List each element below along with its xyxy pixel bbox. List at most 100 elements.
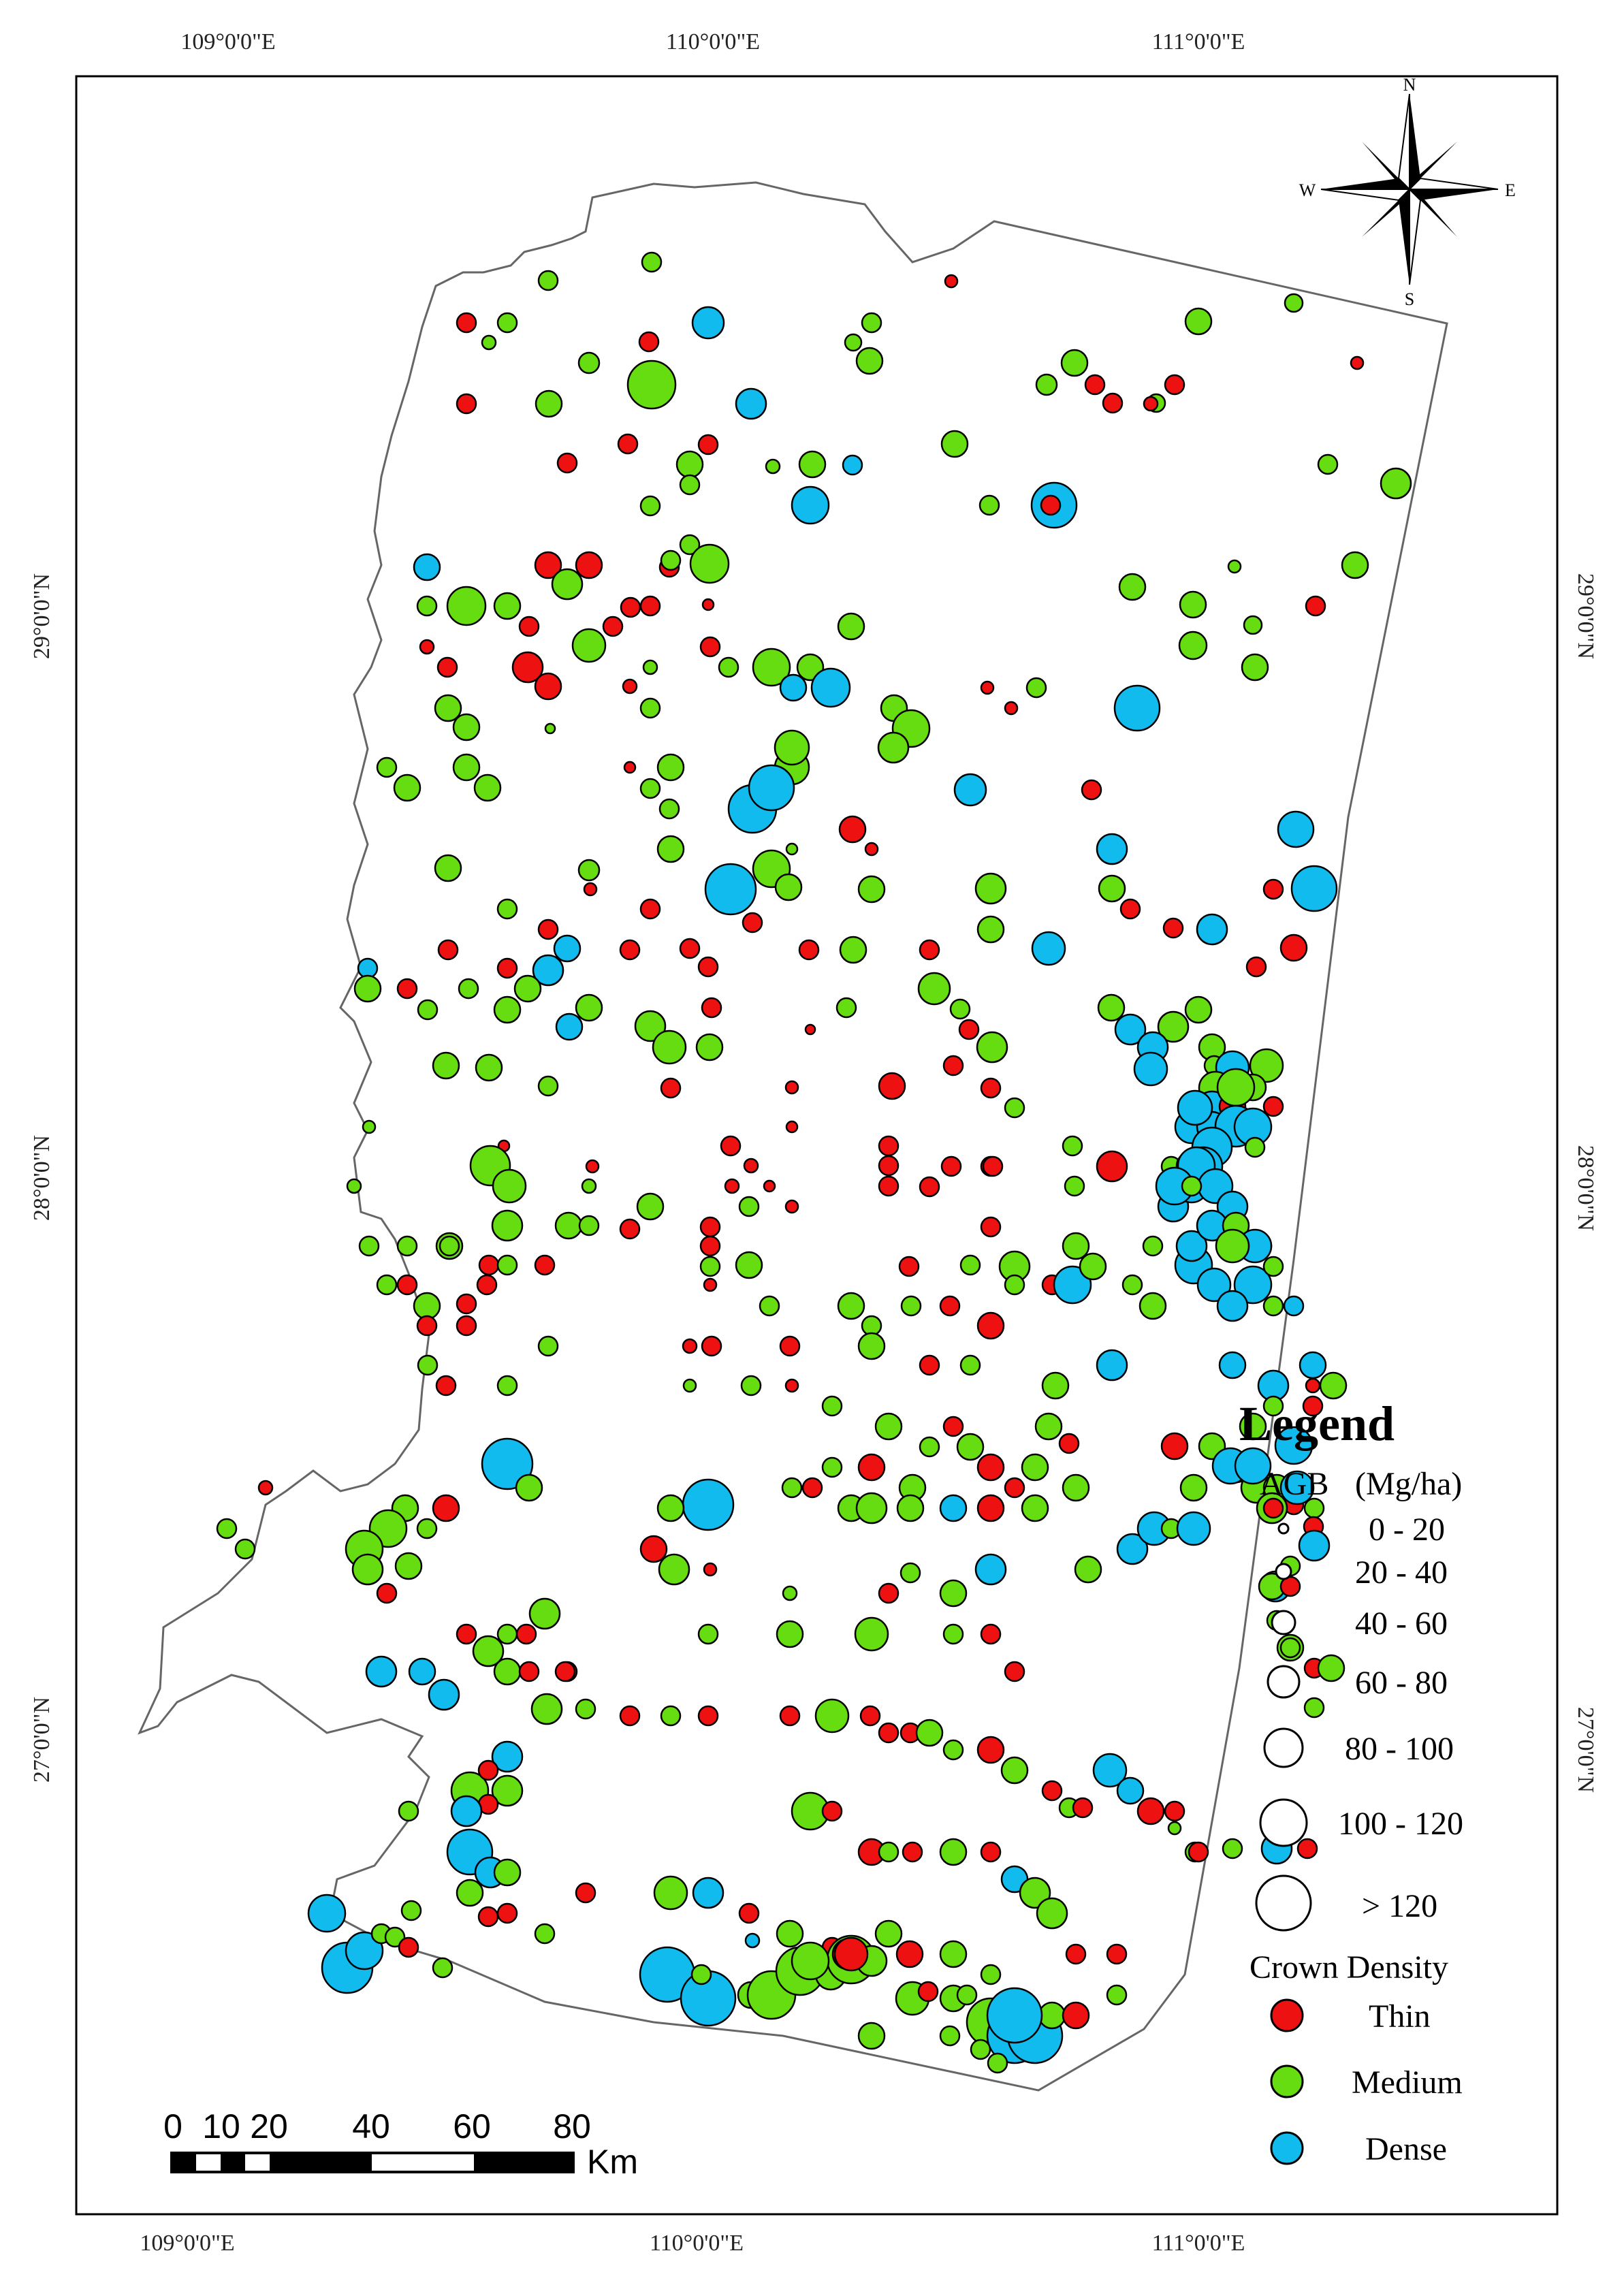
sample-point: [1060, 349, 1089, 377]
sample-point: [779, 673, 808, 702]
sample-point: [1040, 494, 1062, 516]
sample-point: [1004, 1661, 1025, 1682]
sample-point: [821, 1395, 843, 1417]
sample-point: [518, 1661, 540, 1682]
sample-point: [682, 1478, 735, 1531]
sample-point: [623, 761, 637, 774]
sample-point: [493, 1858, 522, 1887]
sample-point: [428, 1678, 460, 1711]
sample-point: [980, 1077, 1002, 1099]
sample-point: [376, 756, 398, 778]
sample-point: [801, 1477, 823, 1499]
sample-point: [1277, 810, 1315, 848]
sample-point: [1299, 1351, 1327, 1379]
sample-point: [413, 1292, 441, 1320]
sample-point: [958, 1019, 980, 1040]
sample-point: [779, 1705, 801, 1727]
sample-point: [619, 939, 641, 961]
sample-point: [896, 1494, 925, 1522]
sample-point: [1262, 1395, 1284, 1417]
sample-point: [496, 957, 518, 979]
sample-point: [1262, 1096, 1284, 1117]
sample-point: [1341, 551, 1369, 579]
sample-point: [682, 1338, 698, 1354]
sample-point: [854, 1616, 889, 1652]
sample-point: [1241, 653, 1269, 682]
legend-crown-medium-label: Medium: [1352, 2064, 1463, 2101]
sample-point: [1106, 1984, 1128, 2006]
sample-point: [978, 494, 1000, 516]
scale-label-10: 10: [202, 2107, 240, 2145]
sample-point: [1177, 1089, 1213, 1126]
legend-size-symbol-6: [1259, 1798, 1308, 1847]
sample-point: [917, 972, 951, 1006]
sample-point: [959, 1254, 981, 1276]
sample-point: [446, 586, 487, 626]
sample-point: [1096, 833, 1128, 865]
sample-point: [724, 1178, 740, 1194]
sample-point: [740, 1375, 762, 1396]
sample-point: [491, 1209, 524, 1242]
sample-point: [682, 1378, 697, 1393]
sample-point: [656, 753, 685, 782]
sample-point: [346, 1178, 362, 1194]
sample-point: [493, 1657, 522, 1686]
sample-point: [782, 1585, 798, 1601]
sample-point: [839, 936, 867, 964]
sample-point: [1184, 995, 1213, 1024]
sample-point: [942, 1055, 964, 1076]
sample-point: [1164, 374, 1185, 396]
sample-point: [837, 612, 865, 641]
sample-point: [939, 2025, 961, 2047]
sample-point: [976, 1494, 1005, 1522]
sample-point: [980, 1841, 1002, 1863]
sample-point: [481, 334, 497, 351]
lat-tick-28-right: 28°0'0"N: [1573, 1145, 1598, 1231]
sample-point: [1021, 1494, 1049, 1522]
sample-point: [477, 1759, 499, 1781]
sample-point: [861, 312, 882, 334]
sample-point: [980, 1964, 1002, 1985]
sample-point: [622, 678, 638, 695]
sample-point: [477, 1906, 499, 1928]
sample-point: [626, 360, 677, 410]
sample-point: [578, 1215, 600, 1236]
sample-point: [974, 872, 1007, 905]
sample-point: [639, 595, 661, 617]
sample-point: [1019, 1877, 1051, 1909]
sample-point: [353, 974, 382, 1003]
sample-point: [660, 549, 682, 571]
sample-point: [953, 773, 987, 807]
sample-point: [899, 1562, 921, 1584]
sample-point: [534, 551, 562, 579]
sample-point: [974, 1553, 1007, 1586]
sample-point: [452, 713, 481, 741]
legend-crown-dense-symbol: [1270, 2131, 1304, 2165]
sample-point: [1178, 630, 1208, 660]
sample-point: [491, 1774, 524, 1807]
sample-point: [435, 1375, 457, 1396]
sample-point: [1139, 1292, 1167, 1320]
sample-point: [837, 1292, 865, 1320]
legend-size-symbol-3: [1271, 1610, 1296, 1635]
legend-crown-dense-label: Dense: [1365, 2131, 1447, 2167]
scale-unit: Km: [587, 2143, 638, 2181]
sample-point: [1227, 559, 1242, 574]
sample-point: [1290, 865, 1338, 912]
sample-point: [1283, 1295, 1305, 1317]
sample-point: [735, 387, 767, 420]
sample-point: [701, 598, 715, 611]
sample-point: [919, 1436, 940, 1458]
sample-point: [679, 534, 701, 556]
sample-point: [1218, 1351, 1247, 1379]
sample-point: [942, 1623, 964, 1645]
legend-size-symbol-1: [1277, 1522, 1290, 1535]
sample-point: [537, 270, 559, 291]
sample-point: [842, 454, 863, 476]
sample-point: [1179, 1473, 1208, 1502]
sample-point: [857, 1453, 886, 1482]
sample-point: [452, 753, 481, 782]
sample-point: [384, 1926, 406, 1948]
sample-point: [619, 1218, 641, 1240]
sample-point: [821, 1456, 843, 1478]
